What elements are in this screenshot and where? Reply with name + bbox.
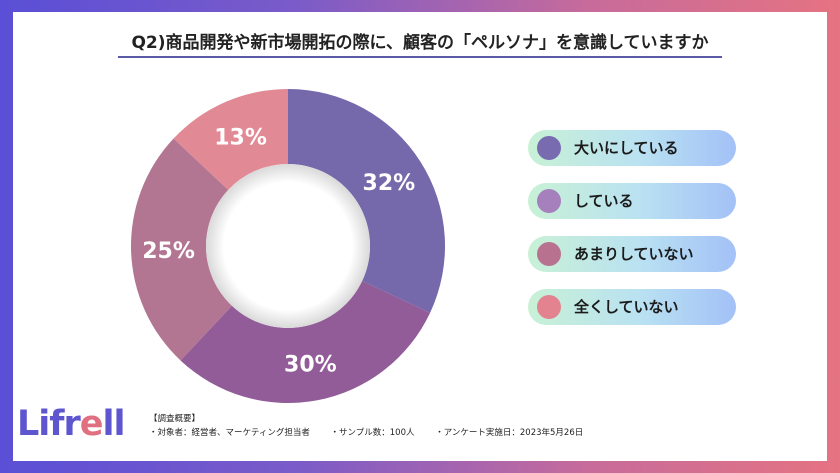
legend-label: 全くしていない (574, 298, 679, 316)
legend-label: している (574, 192, 634, 210)
legend: 大いにしている している あまりしていない 全くしていない (528, 130, 736, 342)
legend-swatch (537, 189, 561, 213)
legend-swatch (537, 136, 561, 160)
donut-slice-1 (288, 89, 445, 313)
slide-body: Q2)商品開発や新市場開拓の際に、顧客の「ペルソナ」を意識していますか 32% 3… (13, 12, 827, 461)
donut-slice-4 (173, 89, 288, 190)
donut-chart: 32% 30% 25% 13% (131, 89, 445, 404)
legend-item-2: している (528, 183, 736, 219)
legend-swatch (537, 295, 561, 319)
legend-item-3: あまりしていない (528, 236, 736, 272)
notes-item: ・アンケート実施日：2023年5月26日 (435, 428, 584, 438)
donut-slice-3 (131, 138, 232, 361)
slice-data-label: 30% (284, 352, 337, 377)
slice-data-label: 25% (142, 239, 195, 264)
slice-data-label: 32% (363, 171, 416, 196)
donut-slice-2 (180, 280, 431, 404)
title-underline (118, 56, 722, 58)
legend-item-1: 大いにしている (528, 130, 736, 166)
legend-item-4: 全くしていない (528, 289, 736, 325)
legend-label: 大いにしている (574, 139, 679, 157)
notes-heading: 【調査概要】 (149, 414, 201, 424)
legend-label: あまりしていない (574, 245, 694, 263)
notes-item: ・サンプル数：100人 (330, 428, 415, 438)
legend-swatch (537, 242, 561, 266)
brand-logo: Lifrell (17, 404, 126, 444)
slice-data-label: 13% (214, 125, 267, 150)
donut-hole (206, 164, 370, 328)
notes-items: ・対象者：経営者、マーケティング担当者 ・サンプル数：100人 ・アンケート実施… (149, 426, 601, 440)
notes-item: ・対象者：経営者、マーケティング担当者 (149, 428, 310, 438)
survey-notes: 【調査概要】 ・対象者：経営者、マーケティング担当者 ・サンプル数：100人 ・… (149, 412, 601, 440)
chart-title: Q2)商品開発や新市場開拓の際に、顧客の「ペルソナ」を意識していますか (131, 33, 709, 53)
